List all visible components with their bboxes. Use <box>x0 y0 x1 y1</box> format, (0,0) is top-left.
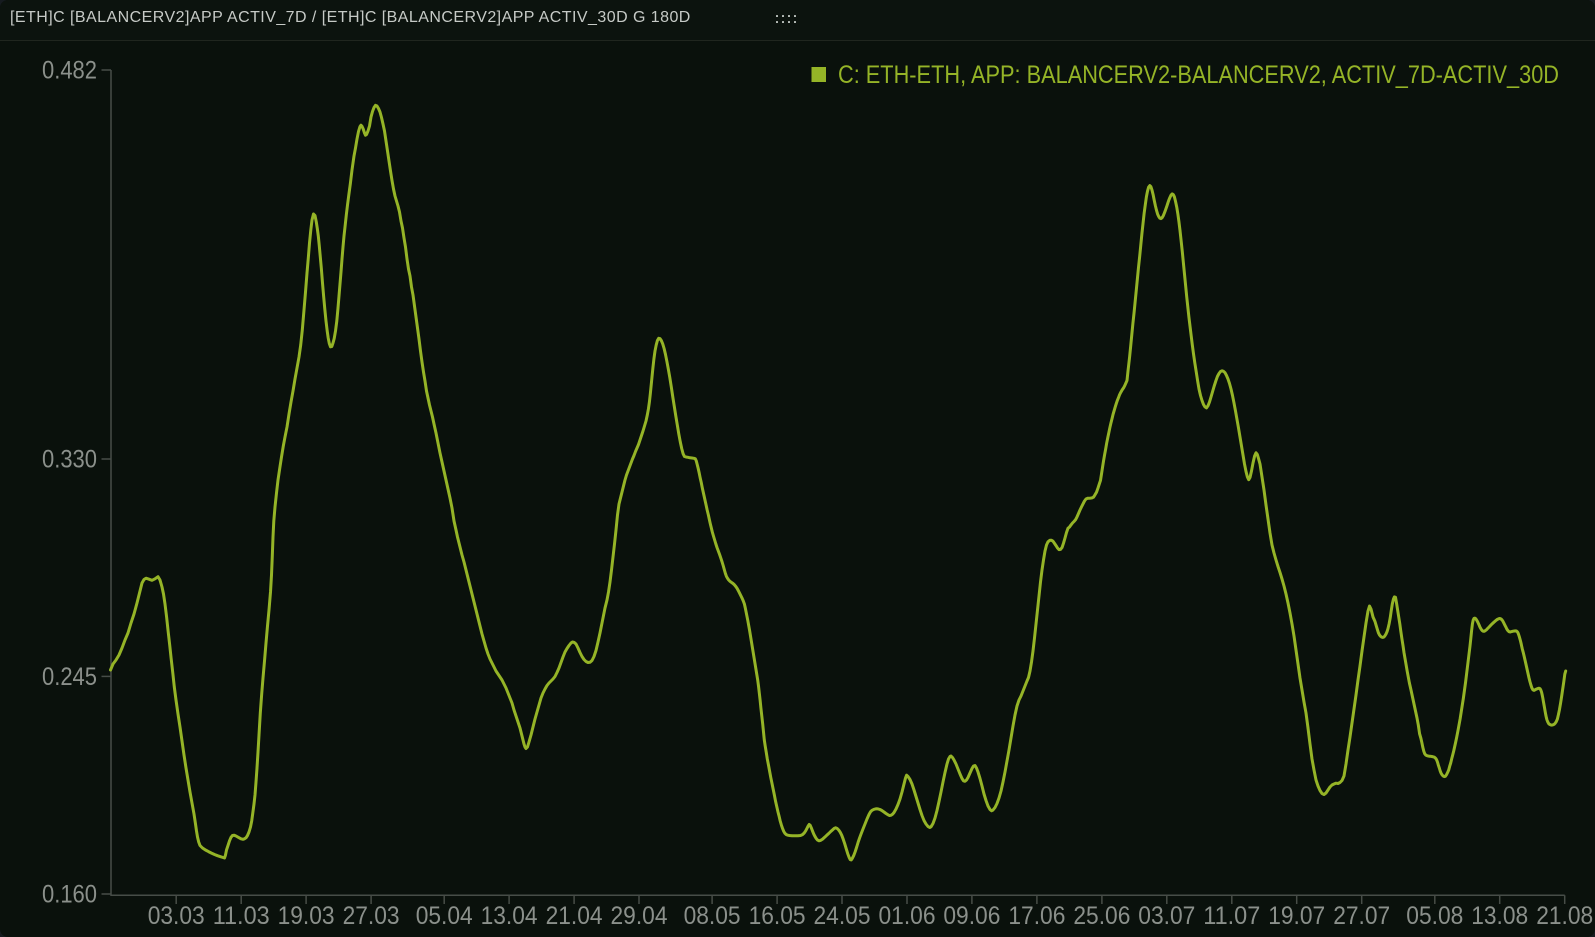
svg-text:01.06: 01.06 <box>879 902 936 930</box>
svg-text:11.07: 11.07 <box>1203 902 1260 930</box>
svg-text:C: ETH-ETH, APP: BALANCERV2-BA: C: ETH-ETH, APP: BALANCERV2-BALANCERV2, … <box>838 61 1559 89</box>
svg-text:11.03: 11.03 <box>213 902 270 930</box>
svg-text:16.05: 16.05 <box>749 902 806 930</box>
svg-text:19.03: 19.03 <box>278 902 335 930</box>
svg-text:0.160: 0.160 <box>42 881 97 909</box>
svg-text:24.05: 24.05 <box>814 902 871 930</box>
svg-text:0.330: 0.330 <box>42 446 97 474</box>
svg-text:27.03: 27.03 <box>343 902 400 930</box>
svg-text:03.07: 03.07 <box>1138 902 1195 930</box>
svg-text:13.08: 13.08 <box>1471 902 1528 930</box>
svg-text:05.08: 05.08 <box>1406 902 1463 930</box>
svg-text:27.07: 27.07 <box>1333 902 1390 930</box>
svg-text:21.04: 21.04 <box>546 902 603 930</box>
svg-text:25.06: 25.06 <box>1073 902 1130 930</box>
svg-text:08.05: 08.05 <box>684 902 741 930</box>
svg-text:19.07: 19.07 <box>1268 902 1325 930</box>
svg-text:0.482: 0.482 <box>42 57 97 85</box>
svg-text:0.245: 0.245 <box>42 663 97 691</box>
svg-text:05.04: 05.04 <box>416 902 473 930</box>
svg-text:03.03: 03.03 <box>148 902 205 930</box>
svg-text:29.04: 29.04 <box>611 902 668 930</box>
svg-text:13.04: 13.04 <box>481 902 538 930</box>
svg-text:17.06: 17.06 <box>1008 902 1065 930</box>
svg-text:21.08: 21.08 <box>1536 902 1593 930</box>
svg-text:09.06: 09.06 <box>943 902 1000 930</box>
